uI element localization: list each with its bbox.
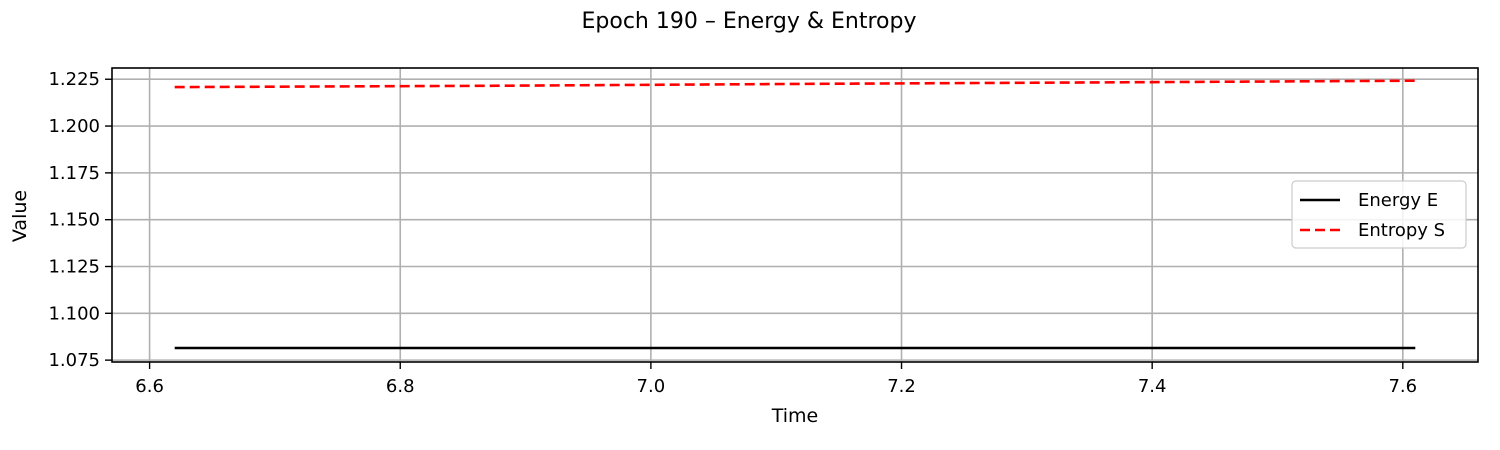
x-axis: 6.6 6.8 7.0 7.2 7.4 7.6 [135,362,1417,397]
x-tick-label: 7.2 [887,376,916,397]
y-tick-label: 1.075 [48,350,100,371]
y-tick-label: 1.175 [48,163,100,184]
y-tick-label: 1.125 [48,256,100,277]
y-tick-label: 1.200 [48,116,100,137]
x-tick-label: 7.6 [1388,376,1417,397]
chart-title: Epoch 190 – Energy & Entropy [582,9,917,34]
y-tick-label: 1.225 [48,69,100,90]
y-axis: 1.075 1.100 1.125 1.150 1.175 1.200 1.225 [48,69,112,371]
legend: Energy E Entropy S [1291,180,1467,249]
grid [112,68,1478,362]
x-tick-label: 7.4 [1138,376,1167,397]
y-tick-label: 1.100 [48,303,100,324]
x-axis-label: Time [771,405,819,427]
plot-frame [111,67,1479,363]
y-tick-label: 1.150 [48,210,100,231]
x-tick-label: 7.0 [637,376,666,397]
series-layer [174,79,1416,350]
x-tick-label: 6.6 [135,376,164,397]
legend-label-1: Energy E [1358,190,1438,211]
y-axis-label: Value [9,190,31,242]
x-tick-label: 6.8 [386,376,415,397]
legend-label-2: Entropy S [1358,220,1445,241]
series-line-2 [174,79,1416,89]
